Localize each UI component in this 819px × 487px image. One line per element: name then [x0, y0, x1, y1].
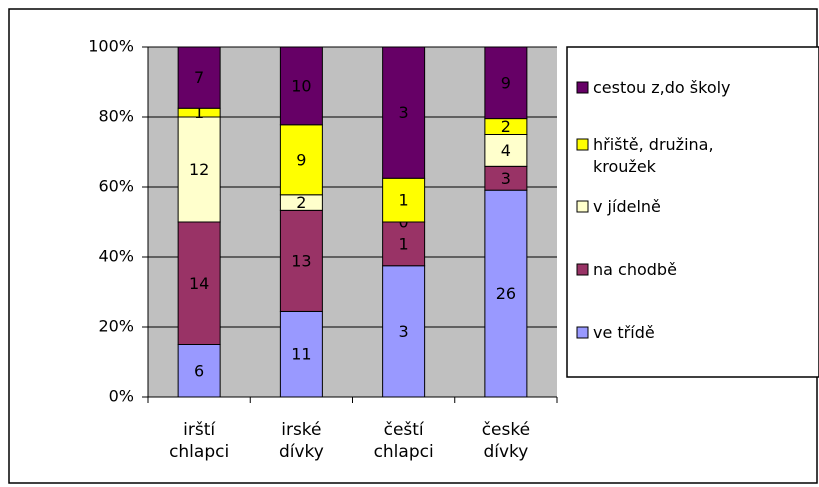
- data-label: 6: [194, 361, 204, 380]
- data-label: 4: [501, 141, 511, 160]
- x-tick-label: irské dívky: [278, 420, 324, 462]
- data-label: 3: [399, 322, 409, 341]
- y-tick-label: 20%: [98, 317, 134, 336]
- legend-label: ve třídě: [593, 323, 655, 342]
- y-tick-label: 0%: [109, 387, 134, 406]
- data-label: 2: [501, 117, 511, 136]
- data-label: 2: [296, 193, 306, 212]
- data-label: 3: [399, 103, 409, 122]
- bar-segment: [177, 344, 221, 398]
- data-label: 1: [399, 234, 409, 253]
- x-tick-label: irští chlapci: [169, 420, 230, 462]
- legend-label: hřiště, družina, kroužek: [593, 135, 714, 176]
- x-tick-label: čeští chlapci: [373, 420, 434, 462]
- legend-swatch: [576, 81, 589, 94]
- y-tick-label: 40%: [98, 247, 134, 266]
- legend-swatch: [576, 200, 589, 213]
- data-label: 13: [291, 251, 311, 270]
- data-label: 9: [296, 150, 306, 169]
- bar-segment: [382, 221, 426, 267]
- data-label: 7: [194, 68, 204, 87]
- bar-segment: [484, 189, 528, 398]
- legend-swatch: [576, 138, 589, 151]
- data-label: 26: [496, 284, 516, 303]
- legend-box: [566, 46, 819, 378]
- bar-segment: [484, 46, 528, 120]
- y-tick-label: 60%: [98, 177, 134, 196]
- bar-segment: [382, 265, 426, 398]
- data-label: 1: [399, 191, 409, 210]
- bar-segment: [279, 209, 323, 312]
- bar-segment: [382, 46, 426, 179]
- bar-segment: [279, 124, 323, 196]
- legend-swatch: [576, 263, 589, 276]
- x-tick-label: české dívky: [481, 420, 531, 462]
- y-tick-label: 100%: [88, 37, 134, 56]
- legend-swatch: [576, 326, 589, 339]
- data-label: 11: [291, 345, 311, 364]
- y-tick-label: 80%: [98, 107, 134, 126]
- bar-segment: [484, 134, 528, 167]
- data-label: 1: [194, 103, 204, 122]
- data-label: 14: [189, 274, 209, 293]
- bar-segment: [177, 221, 221, 345]
- bar-segment: [177, 116, 221, 223]
- bar-segment: [279, 46, 323, 126]
- bar-segment: [177, 46, 221, 109]
- legend-label: na chodbě: [593, 260, 677, 279]
- data-label: 12: [189, 160, 209, 179]
- data-label: 9: [501, 73, 511, 92]
- data-label: 3: [501, 169, 511, 188]
- legend-label: cestou z,do školy: [593, 78, 731, 97]
- legend-label: v jídelně: [593, 197, 661, 216]
- bar-segment: [382, 177, 426, 223]
- data-label: 10: [291, 76, 311, 95]
- bar-segment: [279, 310, 323, 398]
